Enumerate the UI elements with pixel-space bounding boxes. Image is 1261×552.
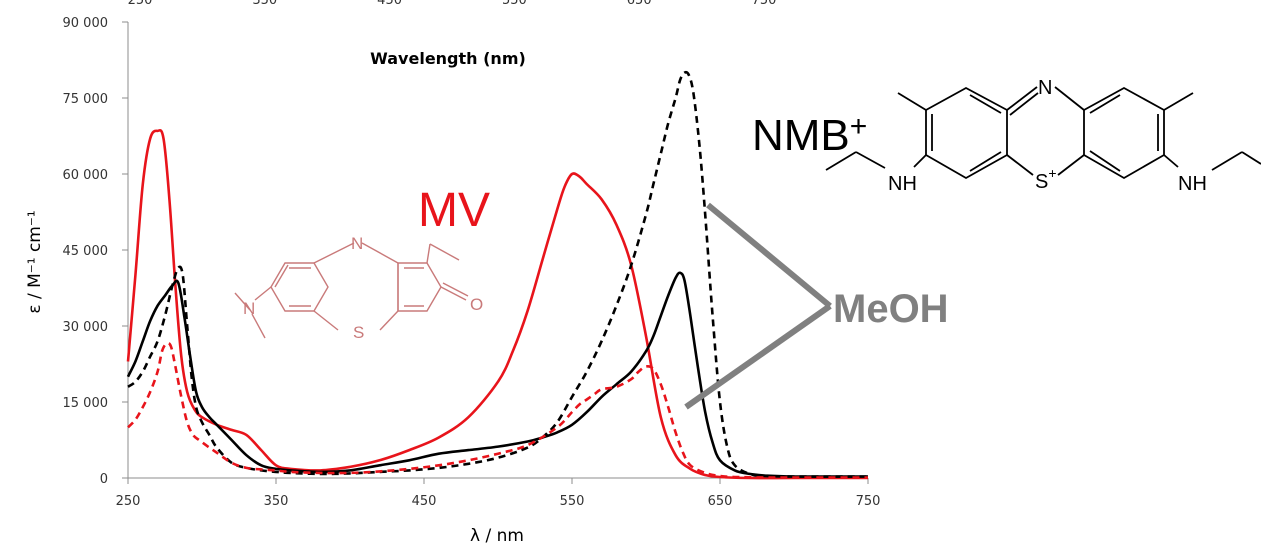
nmb-label-charge: +	[850, 110, 868, 143]
chart-title: Wavelength (nm)	[370, 49, 526, 68]
x-axis-title: λ / nm	[470, 526, 524, 546]
nmb-atom-labels: N S+ NH NH	[888, 77, 1207, 195]
nmb-label-text: NMB	[752, 111, 850, 160]
x-tick-label: 450	[412, 494, 437, 509]
series-layer	[126, 70, 869, 480]
nmb-atom-s-text: S	[1035, 171, 1048, 193]
nmb-atom-s: S+	[1035, 165, 1057, 193]
top-tick-label: 350	[252, 0, 277, 8]
x-tick-label: 750	[856, 494, 881, 509]
top-tick-label: 650	[627, 0, 652, 8]
y-tick-label: 75 000	[63, 92, 109, 107]
meoh-bracket-upper	[706, 202, 832, 309]
nmb-atom-nh-right: NH	[1178, 173, 1207, 195]
x-ticks: 250 350 450 550 650 750	[116, 478, 881, 509]
y-tick-label: 0	[100, 472, 108, 487]
mv-atom-labels: N S O N	[243, 234, 483, 342]
x-tick-label: 650	[708, 494, 733, 509]
y-tick-label: 45 000	[63, 244, 109, 259]
x-tick-label: 350	[264, 494, 289, 509]
y-tick-label: 90 000	[63, 16, 109, 31]
series-nmb-dashed-line	[127, 70, 869, 478]
y-ticks: 0 15 000 30 000 45 000 60 000 75 000 90 000	[63, 16, 128, 487]
y-tick-label: 30 000	[63, 320, 109, 335]
nmb-label: NMB+	[752, 110, 867, 160]
top-tick-label: 250	[128, 0, 153, 8]
mv-atom-n: N	[351, 234, 363, 253]
meoh-bracket	[684, 202, 832, 410]
top-tick-label: 750	[752, 0, 777, 8]
x-tick-label: 550	[560, 494, 585, 509]
mv-atom-o: O	[470, 295, 483, 314]
y-tick-label: 60 000	[63, 168, 109, 183]
mv-structure	[234, 242, 469, 339]
nmb-structure	[825, 86, 1261, 180]
nmb-atom-n: N	[1038, 77, 1052, 99]
nmb-atom-s-charge: +	[1048, 165, 1056, 181]
meoh-bracket-lower	[684, 303, 832, 410]
y-axis-title: ε / M⁻¹ cm⁻¹	[25, 210, 45, 313]
series-nmb-solid-line	[126, 271, 869, 478]
top-tick-label: 550	[502, 0, 527, 8]
series-mv-dashed-line	[127, 341, 868, 479]
meoh-label: MeOH	[833, 287, 949, 331]
y-tick-label: 15 000	[63, 396, 109, 411]
top-tick-label: 450	[377, 0, 402, 8]
mv-atom-n-amine: N	[243, 299, 255, 318]
mv-label: MV	[418, 184, 490, 237]
series-mv-solid-line	[126, 129, 868, 480]
mv-atom-s: S	[353, 323, 364, 342]
nmb-atom-nh-left: NH	[888, 173, 917, 195]
x-tick-label: 250	[116, 494, 141, 509]
top-tick-labels: 250 350 450 550 650 750	[128, 0, 777, 8]
